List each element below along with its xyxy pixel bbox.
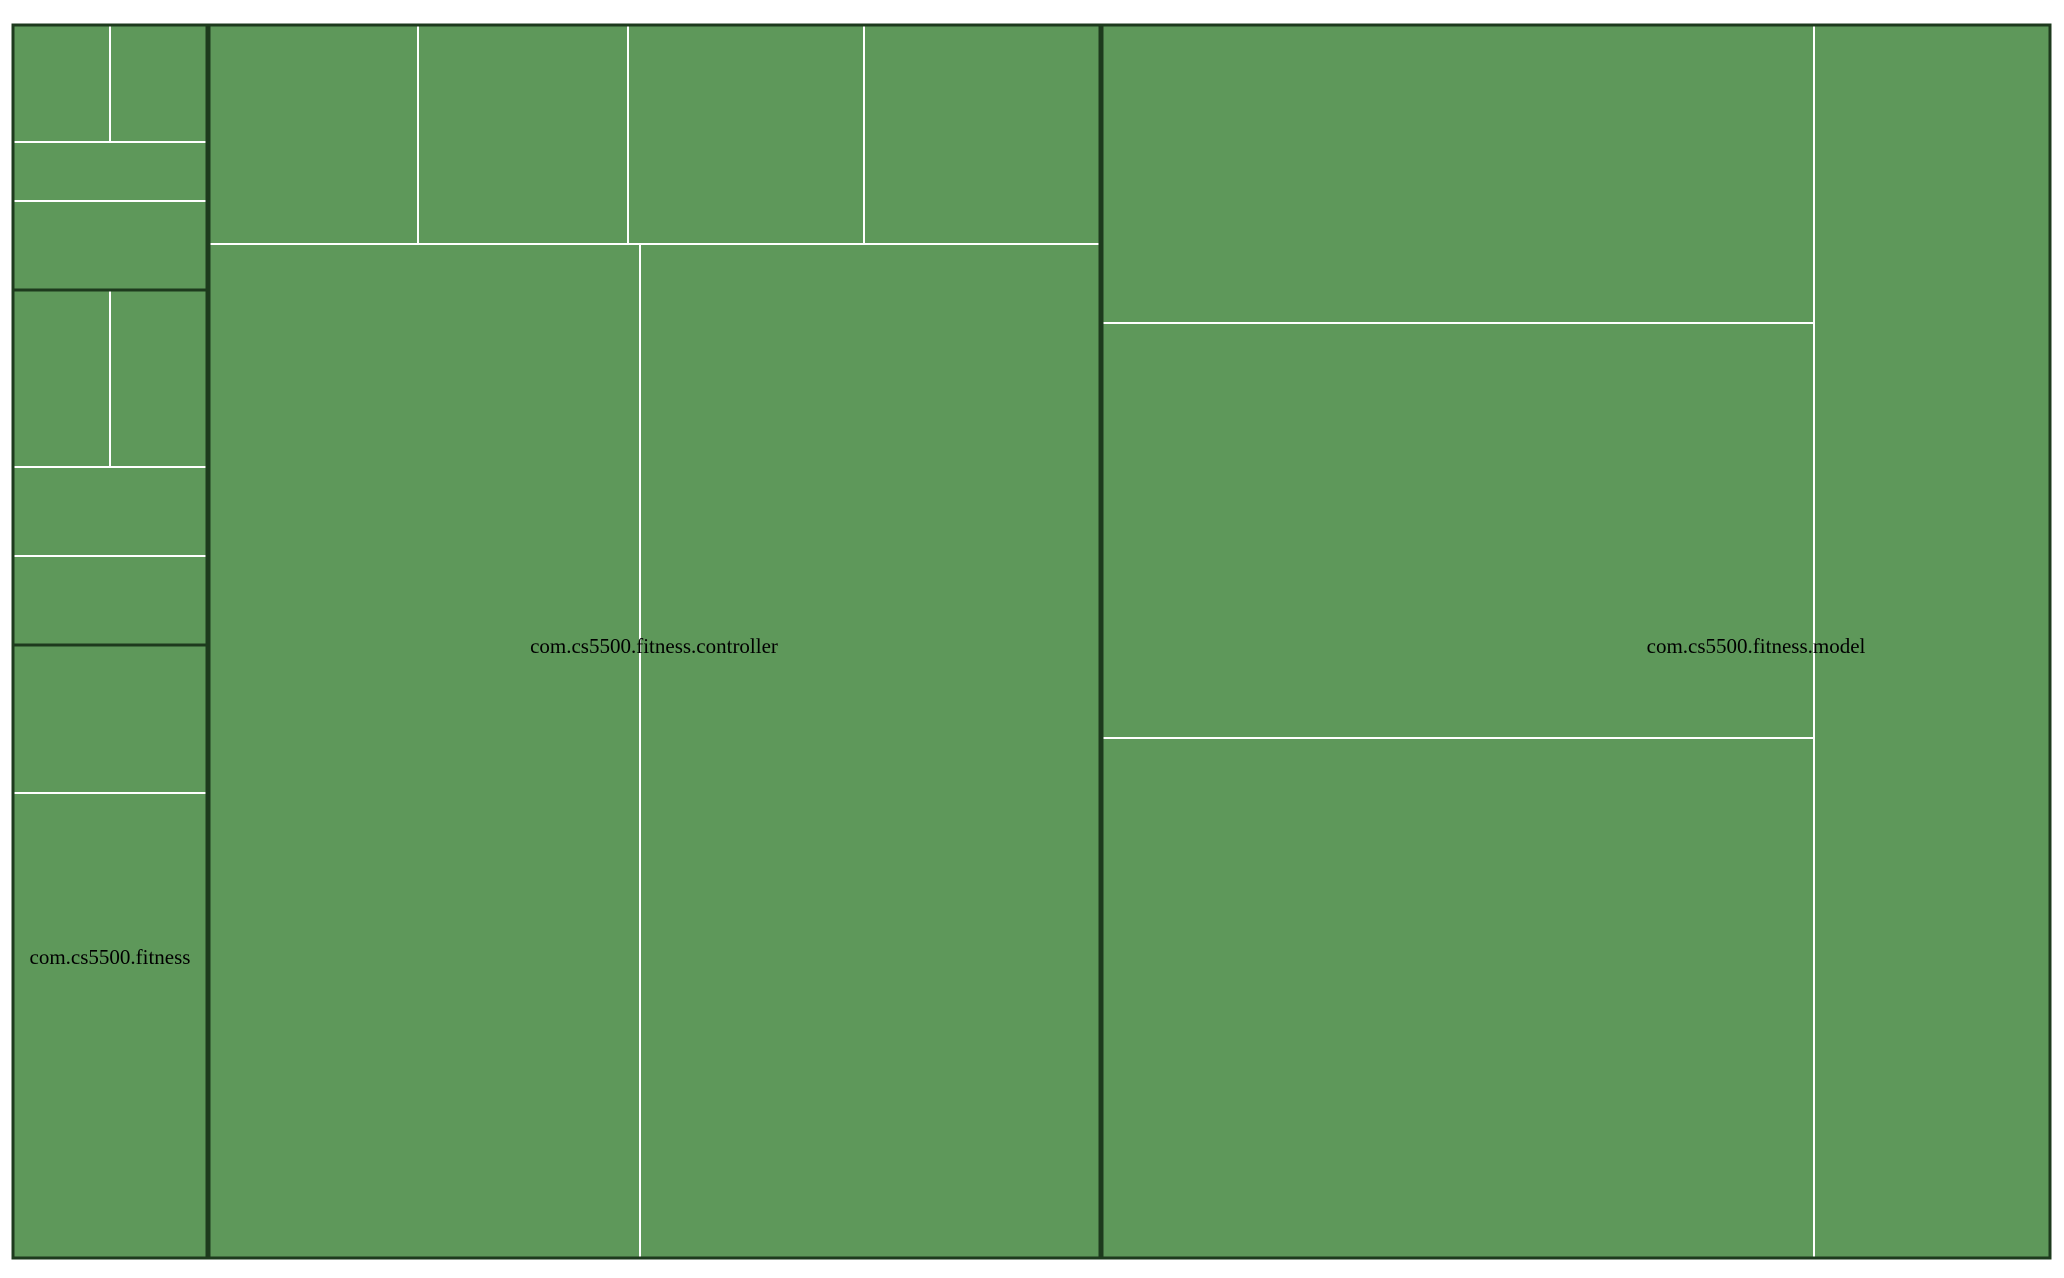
class-cells <box>12 24 2051 1259</box>
class-cell-controller-3[interactable] <box>627 24 865 245</box>
class-cell-controller-1[interactable] <box>208 24 419 245</box>
package-border-controller <box>207 23 1102 1260</box>
class-cell-fitness-7[interactable] <box>12 466 208 557</box>
class-cell-model-4[interactable] <box>1813 24 2051 1259</box>
package-label-fitness[interactable]: com.cs5500.fitness <box>30 945 191 969</box>
package-border-fitness <box>11 23 209 1260</box>
class-cell-controller-2[interactable] <box>417 24 629 245</box>
class-cell-controller-5[interactable] <box>208 243 641 1259</box>
class-cell-model-1[interactable] <box>1101 24 1815 324</box>
class-cell-fitness-1[interactable] <box>12 24 111 143</box>
class-cell-fitness-3[interactable] <box>12 141 208 202</box>
class-cell-fitness-2[interactable] <box>109 24 208 143</box>
class-cell-controller-6[interactable] <box>639 243 1101 1259</box>
class-cell-fitness-6[interactable] <box>109 289 208 468</box>
class-cell-fitness-9[interactable] <box>12 644 208 794</box>
class-cell-fitness-8[interactable] <box>12 555 208 646</box>
class-cell-model-2[interactable] <box>1101 322 1815 739</box>
package-label-model[interactable]: com.cs5500.fitness.model <box>1647 634 1866 658</box>
package-labels: com.cs5500.fitness com.cs5500.fitness.co… <box>30 634 1866 969</box>
class-cell-model-3[interactable] <box>1101 737 1815 1259</box>
package-label-controller[interactable]: com.cs5500.fitness.controller <box>530 634 778 658</box>
class-cell-fitness-4[interactable] <box>12 200 208 291</box>
class-cell-fitness-10[interactable] <box>12 792 208 1259</box>
class-cell-fitness-5[interactable] <box>12 289 111 468</box>
class-cell-controller-4[interactable] <box>863 24 1101 245</box>
package-border-model <box>1100 23 2052 1260</box>
package-borders <box>11 23 2052 1260</box>
